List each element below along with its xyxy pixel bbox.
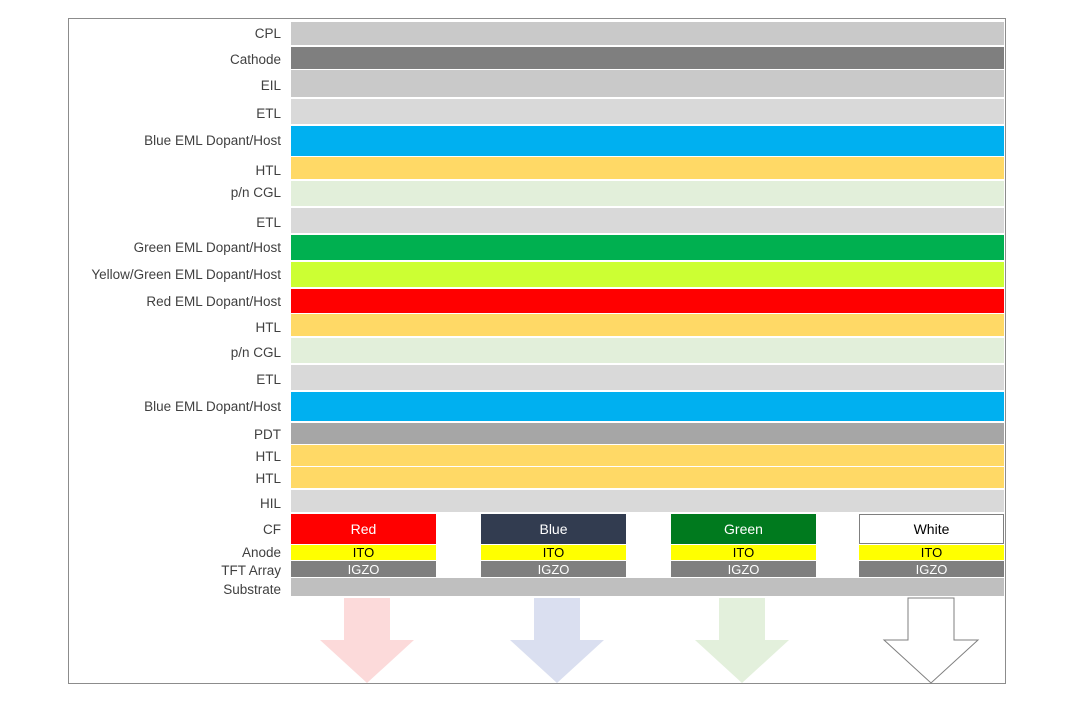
layer-label: HTL	[255, 471, 281, 486]
layer-bar	[291, 47, 1004, 69]
tft-igzo-block: IGZO	[671, 561, 816, 577]
layer-bar	[291, 445, 1004, 466]
layer-bar	[291, 208, 1004, 233]
layer-label: Blue EML Dopant/Host	[144, 399, 281, 414]
layer-bar	[291, 99, 1004, 124]
color-filter-block: White	[859, 514, 1004, 544]
layer-label: CPL	[254, 26, 281, 41]
layer-bar	[291, 126, 1004, 156]
layer-bar	[291, 262, 1004, 287]
layer-label: p/n CGL	[230, 345, 281, 360]
layer-label: HTL	[255, 320, 281, 335]
layer-bar	[291, 235, 1004, 260]
layer-label: HTL	[255, 449, 281, 464]
layer-bar	[291, 314, 1004, 336]
layer-label: ETL	[256, 106, 281, 121]
color-filter-block: Red	[291, 514, 436, 544]
layer-bar	[291, 423, 1004, 444]
layer-label: Red EML Dopant/Host	[146, 294, 281, 309]
layer-bar	[291, 181, 1004, 206]
layer-label: PDT	[254, 427, 281, 442]
layer-label: Green EML Dopant/Host	[133, 240, 281, 255]
layer-label: ETL	[256, 372, 281, 387]
tft-igzo-block: IGZO	[291, 561, 436, 577]
layer-label: Cathode	[229, 52, 281, 67]
layer-bar	[291, 22, 1004, 45]
layer-bar	[291, 289, 1004, 313]
layer-label: p/n CGL	[230, 185, 281, 200]
diagram-frame	[68, 18, 1006, 684]
layer-bar	[291, 490, 1004, 512]
color-filter-block: Green	[671, 514, 816, 544]
substrate-label: Substrate	[223, 582, 281, 597]
layer-label: ETL	[256, 215, 281, 230]
tft-igzo-block: IGZO	[481, 561, 626, 577]
layer-label: Blue EML Dopant/Host	[144, 133, 281, 148]
cf-label: CF	[263, 522, 281, 537]
substrate-bar	[291, 578, 1004, 596]
layer-bar	[291, 467, 1004, 488]
layer-bar	[291, 392, 1004, 421]
layer-bar	[291, 70, 1004, 97]
anode-ito-block: ITO	[859, 545, 1004, 560]
anode-ito-block: ITO	[291, 545, 436, 560]
anode-label: Anode	[241, 545, 281, 560]
layer-label: EIL	[260, 78, 281, 93]
layer-label: HTL	[255, 163, 281, 178]
layer-label: Yellow/Green EML Dopant/Host	[91, 267, 281, 282]
layer-bar	[291, 365, 1004, 390]
layer-bar	[291, 157, 1004, 179]
anode-ito-block: ITO	[671, 545, 816, 560]
anode-ito-block: ITO	[481, 545, 626, 560]
layer-bar	[291, 338, 1004, 363]
layer-label: HIL	[259, 496, 281, 511]
tft-array-label: TFT Array	[221, 563, 281, 578]
color-filter-block: Blue	[481, 514, 626, 544]
tft-igzo-block: IGZO	[859, 561, 1004, 577]
